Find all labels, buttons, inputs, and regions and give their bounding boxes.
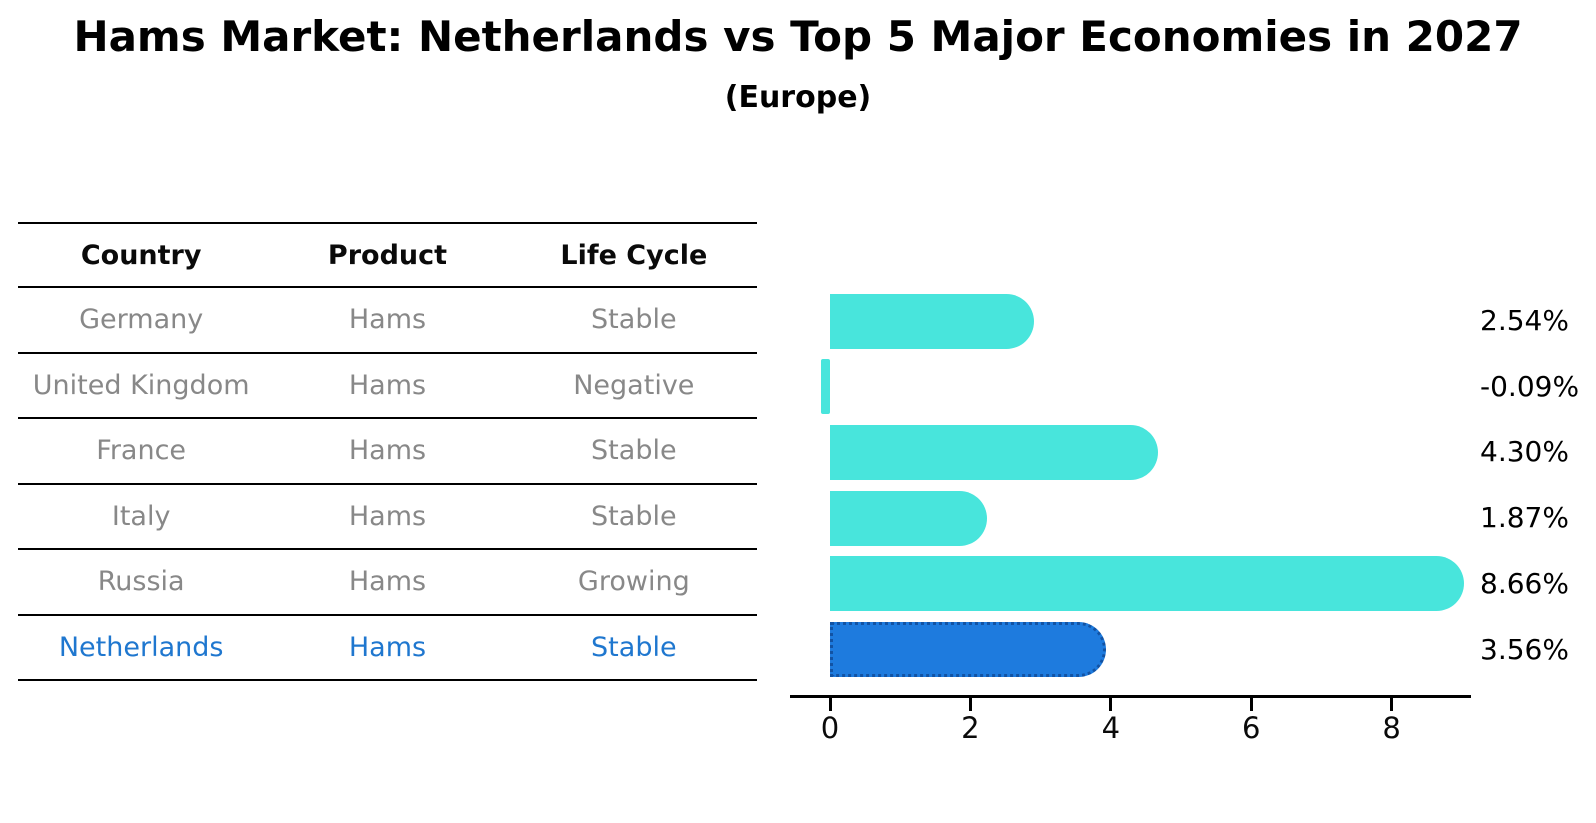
value-label: -0.09% <box>1480 369 1580 403</box>
table-row: France Hams Stable <box>18 419 757 485</box>
table-cell: Germany <box>79 304 204 336</box>
table-cell: Russia <box>97 566 185 598</box>
x-axis-tick <box>968 698 972 711</box>
bar-russia <box>830 556 1464 612</box>
table-row: United Kingdom Hams Negative <box>18 354 757 419</box>
table-row: Italy Hams Stable <box>18 485 757 550</box>
table-header-row: Country Product Life Cycle <box>18 222 757 288</box>
x-axis-tick-label: 8 <box>1382 711 1401 745</box>
x-axis-tick <box>1249 698 1253 711</box>
table-cell: Hams <box>348 566 427 598</box>
bar-united-kingdom <box>820 359 830 415</box>
bar-italy <box>830 490 988 546</box>
x-axis-tick-label: 4 <box>1101 711 1121 745</box>
table-cell: United Kingdom <box>32 369 250 401</box>
table-cell: France <box>96 435 187 467</box>
x-axis-tick <box>828 698 832 711</box>
bar-germany <box>830 293 1035 349</box>
x-axis-tick-label: 6 <box>1241 711 1261 745</box>
bar-france <box>830 424 1158 480</box>
table-header-cell: Life Cycle <box>560 239 708 271</box>
table-row: Netherlands Hams Stable <box>18 616 757 681</box>
table-row: Germany Hams Stable <box>18 288 757 354</box>
table-header-cell: Country <box>80 239 202 271</box>
table-header-cell: Product <box>327 239 448 271</box>
table-cell: Stable <box>591 435 677 467</box>
value-label: 8.66% <box>1480 566 1569 600</box>
value-label: 1.87% <box>1480 501 1569 535</box>
x-axis-tick <box>1109 698 1113 711</box>
table-cell: Hams <box>348 435 427 467</box>
chart-title: Hams Market: Netherlands vs Top 5 Major … <box>73 12 1523 61</box>
table-cell: Italy <box>111 500 171 532</box>
x-axis-tick-label: 2 <box>961 711 980 745</box>
value-label: 3.56% <box>1480 632 1569 666</box>
x-axis-tick-label: 0 <box>820 711 840 745</box>
table-cell: Growing <box>577 566 690 598</box>
x-axis-tick <box>1390 698 1394 711</box>
table-cell: Hams <box>348 369 427 401</box>
table-cell: Stable <box>591 500 677 532</box>
bar-netherlands <box>830 622 1106 677</box>
table-cell: Netherlands <box>58 631 224 663</box>
x-axis-line <box>790 695 1471 698</box>
value-label: 2.54% <box>1480 304 1569 337</box>
table-cell: Negative <box>573 369 695 401</box>
table-cell: Stable <box>591 631 677 663</box>
table-cell: Hams <box>348 631 427 663</box>
table-cell: Hams <box>348 500 427 532</box>
comparison-table: Country Product Life Cycle Germany Hams Stabl… <box>18 222 757 681</box>
table-cell: Stable <box>591 304 677 336</box>
table-row: Russia Hams Growing <box>18 550 757 616</box>
value-label: 4.30% <box>1480 435 1569 469</box>
chart-subtitle: (Europe) <box>724 80 872 115</box>
table-cell: Hams <box>348 304 427 336</box>
